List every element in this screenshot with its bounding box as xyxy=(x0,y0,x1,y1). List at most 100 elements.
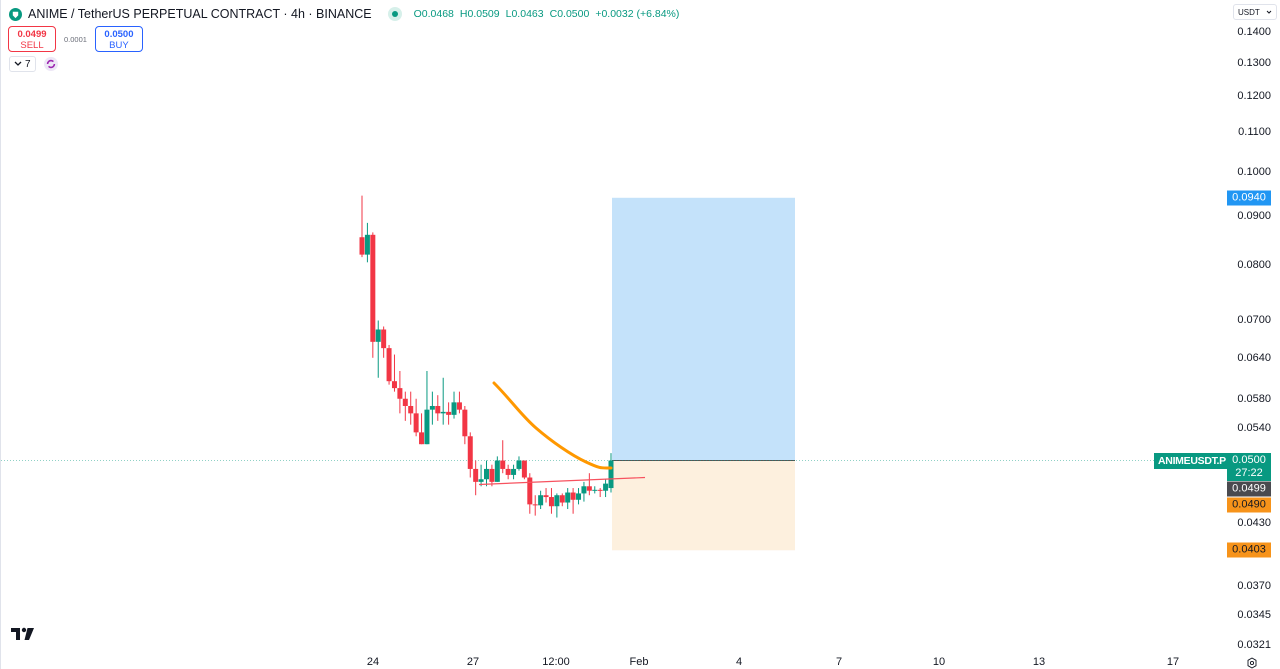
indicators-row: 7 xyxy=(9,56,58,72)
candle-body xyxy=(543,495,549,498)
candle-body xyxy=(608,460,614,489)
time-tick: 13 xyxy=(1032,656,1046,668)
candle-body xyxy=(370,234,376,342)
spread-value: 0.0001 xyxy=(64,34,87,44)
candle-body xyxy=(440,411,446,414)
currency-label: USDT xyxy=(1238,7,1260,17)
candle-body xyxy=(494,460,500,482)
indicators-count: 7 xyxy=(25,58,31,70)
ohlc-open: O0.0468 xyxy=(413,8,454,20)
chart-plot-area[interactable] xyxy=(1,0,1226,650)
candle-body xyxy=(548,497,554,507)
candle-body xyxy=(424,409,430,445)
candle-body xyxy=(532,504,538,506)
candle-body xyxy=(500,460,506,469)
candle-body xyxy=(419,432,425,445)
buy-button[interactable]: 0.0500 BUY xyxy=(94,26,143,52)
chart-settings-icon[interactable] xyxy=(1246,657,1258,669)
price-tick: 0.1400 xyxy=(1237,25,1271,38)
sell-label: SELL xyxy=(20,40,44,51)
price-tick: 0.0640 xyxy=(1237,351,1271,364)
price-tick: 0.0430 xyxy=(1237,517,1271,530)
time-tick: 12:00 xyxy=(542,656,570,668)
target-zone[interactable] xyxy=(612,197,795,461)
candle-body xyxy=(462,409,468,437)
candle-body xyxy=(597,489,603,491)
tradingview-logo-icon[interactable] xyxy=(11,627,35,641)
bid-price-label: 0.0499 xyxy=(1227,481,1271,497)
candle-body xyxy=(586,486,592,491)
candle-body xyxy=(446,411,452,415)
sell-button[interactable]: 0.0499 SELL xyxy=(8,26,56,52)
candle-body xyxy=(473,468,479,482)
candle-body xyxy=(538,495,544,506)
target-price-label: 0.0940 xyxy=(1227,190,1271,206)
candle-body xyxy=(521,460,527,478)
candle-body xyxy=(576,493,582,500)
candle-body xyxy=(386,348,392,382)
candle-body xyxy=(391,381,397,389)
candle-body xyxy=(456,402,462,410)
candle-body xyxy=(375,329,381,342)
candle-body xyxy=(559,495,565,503)
candle-body xyxy=(511,468,517,475)
price-tick: 0.1200 xyxy=(1237,90,1271,103)
candle-body xyxy=(402,398,408,406)
stop-price-label: 0.0403 xyxy=(1227,542,1271,558)
indicators-toggle-button[interactable]: 7 xyxy=(9,56,36,72)
currency-selector[interactable]: USDT xyxy=(1233,4,1277,20)
candle-body xyxy=(359,237,365,255)
time-tick: 17 xyxy=(1166,656,1180,668)
chevron-down-icon xyxy=(14,61,22,66)
chart-header: ANIME / TetherUS PERPETUAL CONTRACT · 4h… xyxy=(9,5,679,23)
symbol-logo-icon xyxy=(9,7,22,21)
sell-price: 0.0499 xyxy=(17,29,47,40)
market-open-status-icon xyxy=(387,7,402,21)
price-tick: 0.0800 xyxy=(1237,258,1271,271)
price-tick: 0.0700 xyxy=(1237,314,1271,327)
trade-panel: 0.0499 SELL 0.0001 0.0500 BUY xyxy=(8,26,143,52)
price-tick: 0.0900 xyxy=(1237,209,1271,222)
candle-body xyxy=(484,468,489,480)
chevron-down-icon xyxy=(1266,10,1272,14)
candle-body xyxy=(381,329,387,349)
ohlc-change: +0.0032 (+6.84%) xyxy=(595,8,680,20)
stop-zone[interactable] xyxy=(612,460,795,551)
last-price-label: 0.0500 27:22 xyxy=(1227,453,1271,481)
price-tick: 0.0345 xyxy=(1237,608,1271,621)
moving-average-label: 0.0490 xyxy=(1227,497,1271,513)
candle-body xyxy=(397,388,403,399)
symbol-title[interactable]: ANIME / TetherUS PERPETUAL CONTRACT · 4h… xyxy=(28,7,372,21)
candle-body xyxy=(467,436,473,469)
candle-body xyxy=(527,477,533,505)
time-tick: 4 xyxy=(735,656,743,668)
price-tick: 0.0580 xyxy=(1237,392,1271,405)
time-axis[interactable]: 24 27 12:00 Feb 4 7 10 13 17 xyxy=(1,650,1226,669)
last-price: 0.0500 xyxy=(1232,454,1266,466)
candle-body xyxy=(489,468,495,482)
candle-body xyxy=(413,413,419,433)
buy-price: 0.0500 xyxy=(104,29,134,40)
candle-body xyxy=(451,402,457,415)
time-tick: 24 xyxy=(366,656,380,668)
ohlc-low: L0.0463 xyxy=(505,8,544,20)
price-tick: 0.0370 xyxy=(1237,579,1271,592)
candle-body xyxy=(570,492,576,500)
candle-body xyxy=(435,405,441,414)
time-tick: 7 xyxy=(835,656,843,668)
buy-label: BUY xyxy=(109,40,129,51)
trend-line[interactable] xyxy=(478,476,646,486)
price-tick: 0.1300 xyxy=(1237,56,1271,69)
candle-body xyxy=(592,489,598,491)
time-tick: Feb xyxy=(629,656,649,668)
candle-body xyxy=(408,405,414,414)
candle-body xyxy=(429,405,435,410)
refresh-indicator-icon[interactable] xyxy=(43,57,58,71)
price-tick: 0.0540 xyxy=(1237,422,1271,435)
price-axis[interactable]: USDT 0.1400 0.1300 0.1200 0.1100 0.1000 0.090… xyxy=(1226,0,1280,669)
time-tick: 10 xyxy=(932,656,946,668)
ohlc-high: H0.0509 xyxy=(459,8,500,20)
moving-average-line[interactable] xyxy=(492,381,613,470)
candle-body xyxy=(565,492,571,503)
